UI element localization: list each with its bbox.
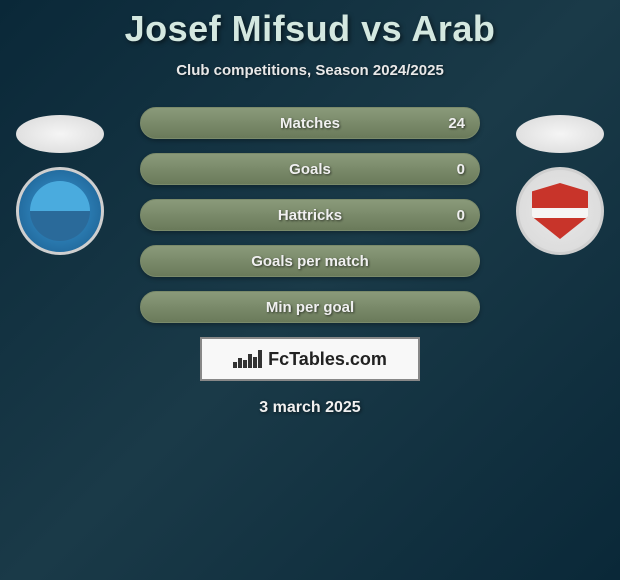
stat-row-hattricks: Hattricks 0 xyxy=(140,199,480,231)
stat-label: Min per goal xyxy=(266,299,354,316)
player-photo-right xyxy=(516,115,604,153)
club-badge-left xyxy=(16,167,104,255)
stats-container: Matches 24 Goals 0 Hattricks 0 Goals per… xyxy=(0,107,620,417)
stat-value-right: 24 xyxy=(448,115,465,132)
brand-chart-icon xyxy=(233,350,262,368)
player-photo-left xyxy=(16,115,104,153)
date-label: 3 march 2025 xyxy=(0,399,620,417)
stat-row-min-per-goal: Min per goal xyxy=(140,291,480,323)
brand-name: FcTables.com xyxy=(268,349,387,370)
club-badge-right xyxy=(516,167,604,255)
stat-row-matches: Matches 24 xyxy=(140,107,480,139)
stat-label: Matches xyxy=(280,115,340,132)
stat-value-right: 0 xyxy=(457,161,465,178)
stat-label: Goals xyxy=(289,161,331,178)
brand-link[interactable]: FcTables.com xyxy=(200,337,420,381)
stat-label: Hattricks xyxy=(278,207,342,224)
club-crest-right-icon xyxy=(532,183,588,239)
stat-row-goals: Goals 0 xyxy=(140,153,480,185)
page-subtitle: Club competitions, Season 2024/2025 xyxy=(0,62,620,79)
stat-row-goals-per-match: Goals per match xyxy=(140,245,480,277)
page-title: Josef Mifsud vs Arab xyxy=(0,0,620,50)
stat-label: Goals per match xyxy=(251,253,369,270)
stat-value-right: 0 xyxy=(457,207,465,224)
club-crest-left-icon xyxy=(30,181,90,241)
